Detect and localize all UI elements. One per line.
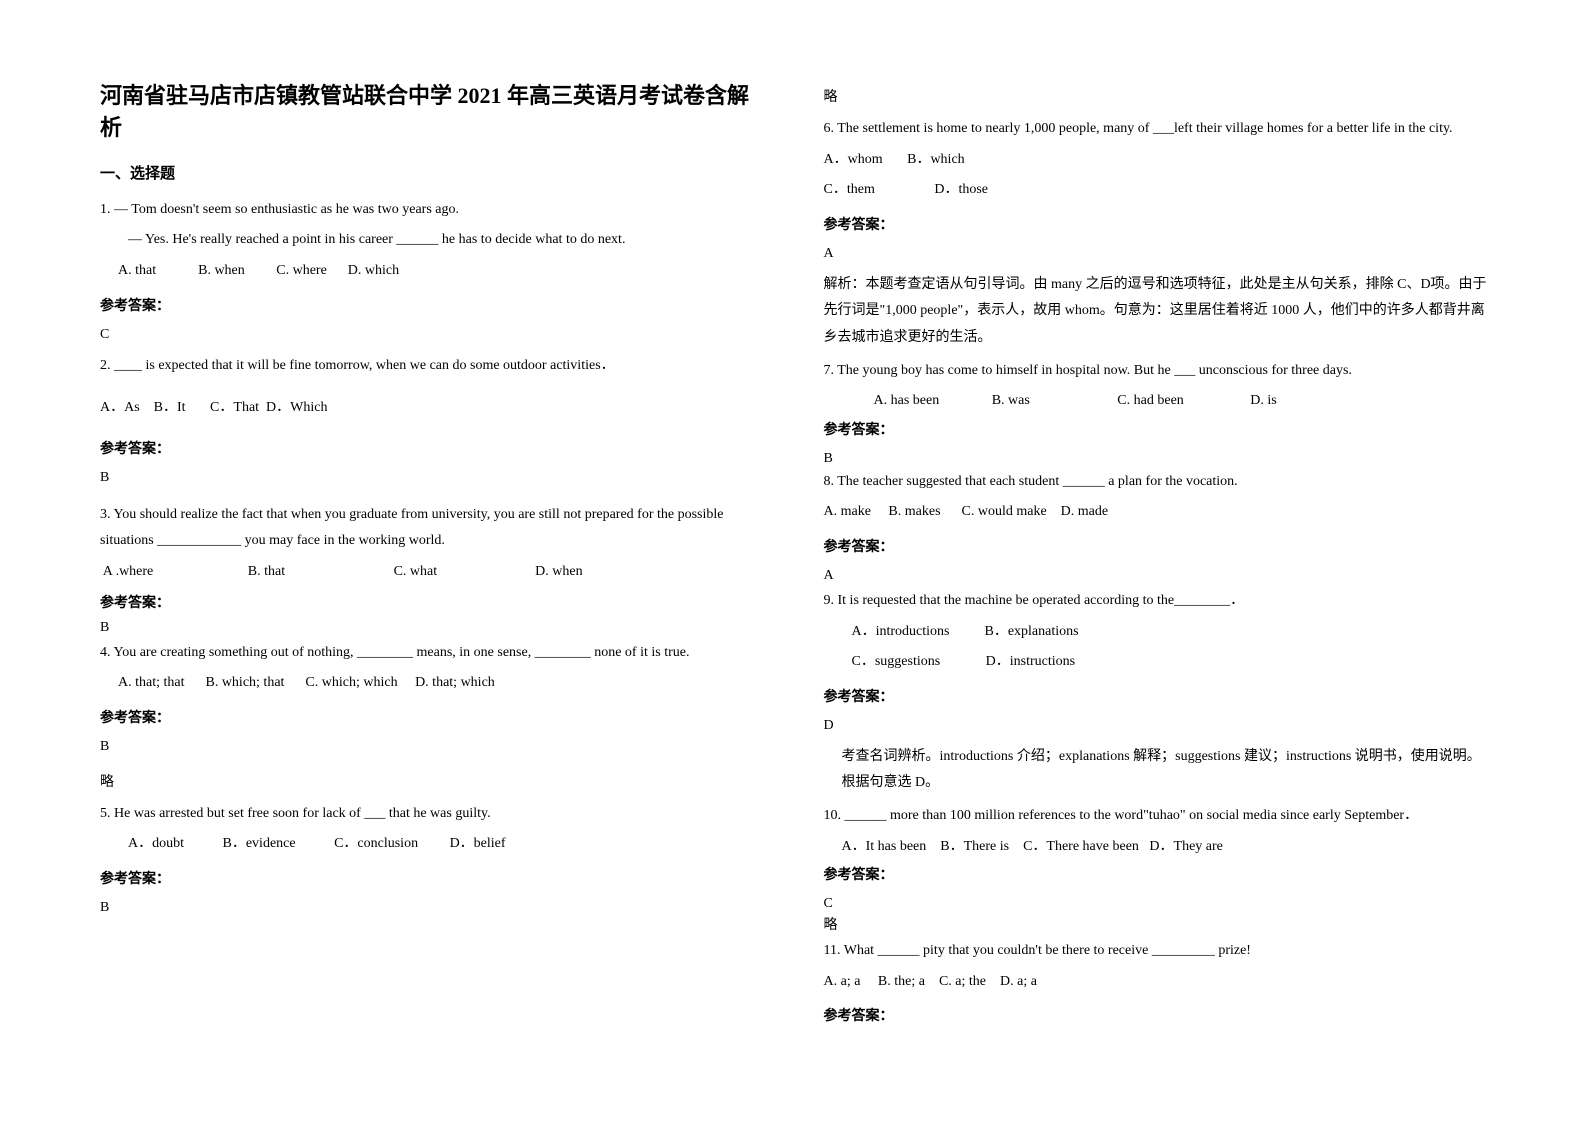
q7-options: A. has been B. was C. had been D. is	[824, 388, 1488, 415]
q9-line1: 9. It is requested that the machine be o…	[824, 588, 1488, 615]
q6-options-a: A．whom B．which	[824, 147, 1488, 174]
q4-omit: 略	[100, 771, 764, 791]
q10-answer: C	[824, 896, 1488, 912]
q8-answer: A	[824, 568, 1488, 584]
q8-answer-label: 参考答案：	[824, 536, 1488, 556]
q6-explain: 解析：本题考查定语从句引导词。由 many 之后的逗号和选项特征，此处是主从句关…	[824, 272, 1488, 352]
q11-options: A. a; a B. the; a C. a; the D. a; a	[824, 969, 1488, 996]
q7-answer: B	[824, 451, 1488, 467]
right-column: 略 6. The settlement is home to nearly 1,…	[824, 80, 1488, 1082]
q3-answer: B	[100, 620, 764, 636]
q9-explain: 考查名词辨析。introductions 介绍；explanations 解释；…	[824, 744, 1488, 797]
q7-answer-label: 参考答案：	[824, 419, 1488, 439]
q5-line1: 5. He was arrested but set free soon for…	[100, 801, 764, 828]
q8-options: A. make B. makes C. would make D. made	[824, 499, 1488, 526]
q2-answer-label: 参考答案：	[100, 438, 764, 458]
q4-options: A. that; that B. which; that C. which; w…	[100, 670, 764, 697]
q5-options: A．doubt B．evidence C．conclusion D．belief	[100, 831, 764, 858]
q3-answer-label: 参考答案：	[100, 592, 764, 612]
q9-answer-label: 参考答案：	[824, 686, 1488, 706]
q7-line1: 7. The young boy has come to himself in …	[824, 358, 1488, 385]
q1-answer: C	[100, 327, 764, 343]
q10-options: A．It has been B．There is C．There have be…	[824, 834, 1488, 861]
q10-omit: 略	[824, 914, 1488, 934]
q6-answer: A	[824, 246, 1488, 262]
q5-answer-label: 参考答案：	[100, 868, 764, 888]
q5-omit: 略	[824, 86, 1488, 106]
q11-answer-label: 参考答案：	[824, 1005, 1488, 1025]
q6-line1: 6. The settlement is home to nearly 1,00…	[824, 116, 1488, 143]
q10-line1: 10. ______ more than 100 million referen…	[824, 803, 1488, 830]
q2-options: A．As B．It C．That D．Which	[100, 395, 764, 422]
q9-options-a: A．introductions B．explanations	[824, 619, 1488, 646]
q4-line1: 4. You are creating something out of not…	[100, 640, 764, 667]
q3-line1: 3. You should realize the fact that when…	[100, 502, 764, 555]
q10-answer-label: 参考答案：	[824, 864, 1488, 884]
q9-options-b: C．suggestions D．instructions	[824, 649, 1488, 676]
q11-line1: 11. What ______ pity that you couldn't b…	[824, 938, 1488, 965]
q1-answer-label: 参考答案：	[100, 295, 764, 315]
q8-line1: 8. The teacher suggested that each stude…	[824, 469, 1488, 496]
q5-answer: B	[100, 900, 764, 916]
q1-line2: — Yes. He's really reached a point in hi…	[100, 227, 764, 254]
q4-answer: B	[100, 739, 764, 755]
q2-answer: B	[100, 470, 764, 486]
q6-answer-label: 参考答案：	[824, 214, 1488, 234]
section-header-1: 一、选择题	[100, 162, 764, 183]
q6-options-b: C．them D．those	[824, 177, 1488, 204]
q4-answer-label: 参考答案：	[100, 707, 764, 727]
q9-answer: D	[824, 718, 1488, 734]
q1-options: A. that B. when C. where D. which	[100, 258, 764, 285]
document-title: 河南省驻马店市店镇教管站联合中学 2021 年高三英语月考试卷含解析	[100, 80, 764, 144]
q3-options: A .where B. that C. what D. when	[100, 559, 764, 586]
q2-line1: 2. ____ is expected that it will be fine…	[100, 353, 764, 380]
left-column: 河南省驻马店市店镇教管站联合中学 2021 年高三英语月考试卷含解析 一、选择题…	[100, 80, 764, 1082]
q1-line1: 1. — Tom doesn't seem so enthusiastic as…	[100, 197, 764, 224]
